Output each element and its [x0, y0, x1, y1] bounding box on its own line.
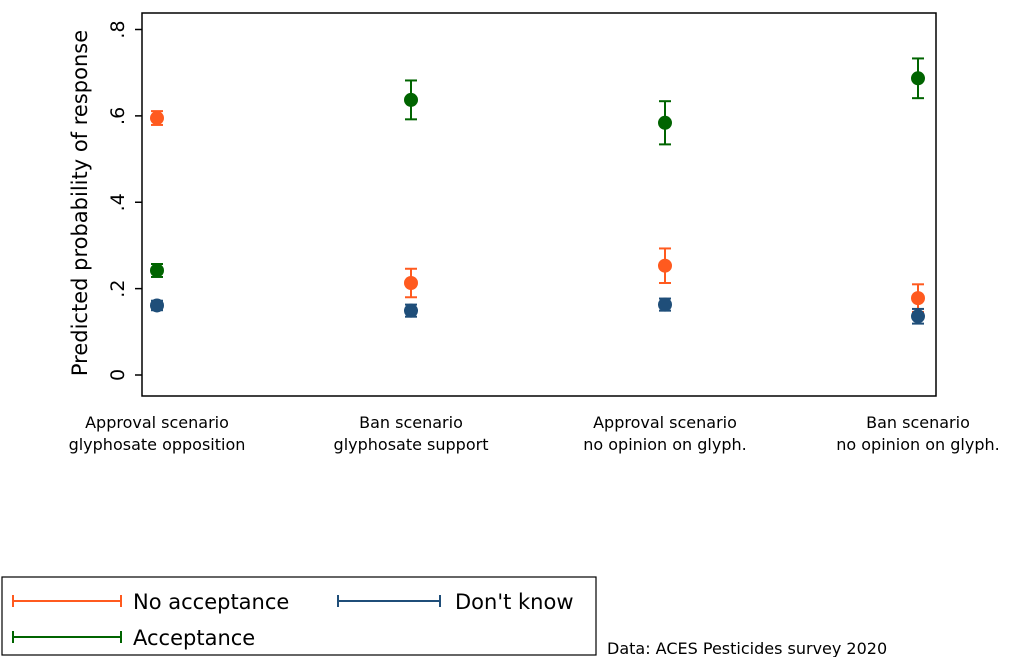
legend-item: Don't know — [337, 590, 574, 614]
legend: No acceptance Don't know Acceptance — [1, 576, 597, 656]
source-note: Data: ACES Pesticides survey 2020 — [607, 639, 887, 657]
legend-label: No acceptance — [133, 590, 289, 614]
y-tick-label: .8 — [107, 20, 129, 38]
data-point — [911, 291, 925, 306]
data-point — [150, 111, 164, 126]
x-category-label-line1: Approval scenario — [593, 413, 737, 432]
x-category-label-line2: glyphosate opposition — [69, 435, 246, 454]
y-tick-label: .6 — [107, 107, 129, 125]
x-category-label-line2: no opinion on glyph. — [583, 435, 746, 454]
data-point — [404, 92, 418, 107]
legend-label: Don't know — [455, 590, 574, 614]
data-point — [658, 297, 672, 312]
x-category-label-line2: no opinion on glyph. — [836, 435, 999, 454]
legend-item: Acceptance — [12, 626, 255, 650]
data-point — [911, 309, 925, 324]
y-tick-label: 0 — [107, 369, 129, 381]
data-points — [150, 71, 925, 324]
legend-box — [1, 576, 597, 656]
data-point — [404, 303, 418, 318]
x-axis-labels: Approval scenario glyphosate opposition Ba… — [69, 413, 1000, 454]
y-axis: 0 .2 .4 .6 .8 — [107, 20, 142, 381]
x-category-label-line2: glyphosate support — [334, 435, 489, 454]
x-category-label-line1: Approval scenario — [85, 413, 229, 432]
y-tick-label: .2 — [107, 280, 129, 298]
legend-label: Acceptance — [133, 626, 255, 650]
data-point — [911, 71, 925, 86]
data-point — [150, 298, 164, 313]
plot-area — [141, 12, 937, 397]
y-axis-title: Predicted probability of response — [68, 30, 92, 376]
data-point — [150, 263, 164, 278]
data-point — [658, 258, 672, 273]
y-tick-label: .4 — [107, 193, 129, 211]
data-point — [658, 115, 672, 130]
x-category-label-line1: Ban scenario — [359, 413, 463, 432]
data-point — [404, 276, 418, 291]
legend-item: No acceptance — [12, 590, 289, 614]
x-category-label-line1: Ban scenario — [866, 413, 970, 432]
